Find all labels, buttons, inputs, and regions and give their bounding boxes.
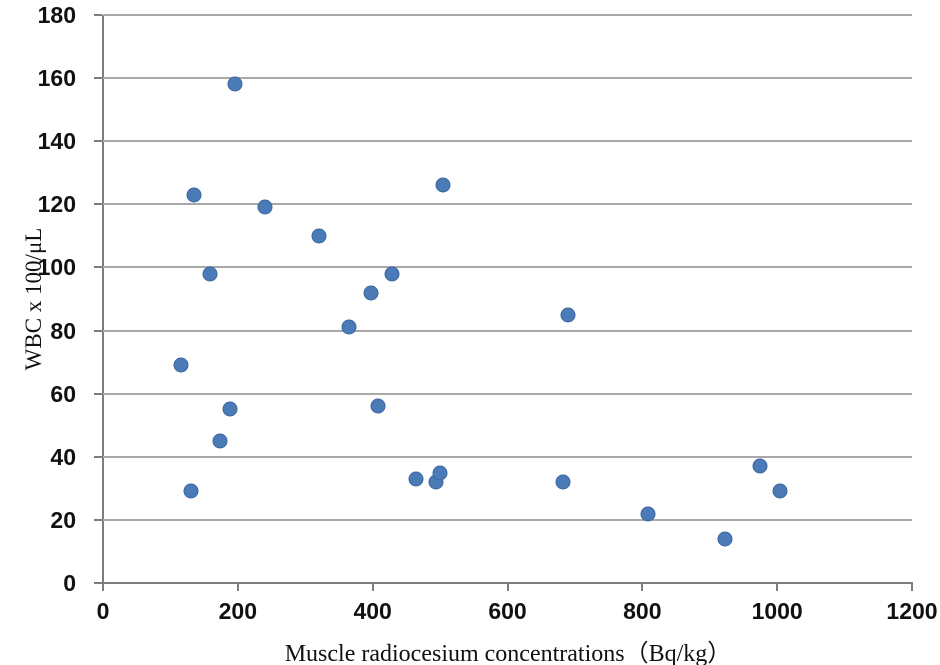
data-point (311, 228, 327, 244)
y-tick-label: 120 (37, 191, 76, 218)
y-tick-mark (94, 266, 102, 269)
y-tick-mark (94, 203, 102, 206)
y-tick-label: 60 (50, 380, 76, 407)
data-point (363, 285, 379, 301)
gridline (103, 518, 912, 521)
data-point (432, 465, 448, 481)
data-point (752, 458, 768, 474)
data-point (772, 483, 788, 499)
gridline (103, 266, 912, 269)
data-point (186, 187, 202, 203)
gridline (103, 329, 912, 332)
gridline (103, 392, 912, 395)
data-point (341, 319, 357, 335)
y-axis-title: WBC x 100/μL (21, 227, 46, 371)
y-tick-label: 20 (50, 506, 76, 533)
y-tick-mark (94, 392, 102, 395)
y-tick-mark (94, 77, 102, 80)
data-point (560, 307, 576, 323)
y-tick-mark (94, 329, 102, 332)
x-tick-label: 400 (353, 598, 392, 624)
y-tick-label: 0 (63, 570, 76, 596)
x-tick-label: 0 (96, 598, 110, 624)
x-tick-label: 800 (623, 598, 662, 624)
x-tick-label: 1000 (751, 598, 803, 624)
data-point (212, 433, 228, 449)
data-point (222, 401, 238, 417)
x-tick-mark (236, 584, 239, 591)
gridline (103, 140, 912, 143)
y-tick-label: 80 (50, 317, 76, 344)
x-tick-mark (911, 584, 913, 591)
x-tick-mark (102, 584, 104, 591)
y-tick-mark (94, 455, 102, 458)
data-point (227, 76, 243, 92)
x-tick-mark (371, 584, 374, 591)
x-tick-mark (506, 584, 509, 591)
data-point (408, 471, 424, 487)
data-point (173, 357, 189, 373)
y-tick-mark (94, 518, 102, 521)
plot-area (94, 14, 913, 591)
data-point (640, 506, 656, 522)
y-tick-mark (94, 582, 102, 584)
x-axis-line (102, 582, 913, 584)
y-tick-mark (94, 14, 102, 16)
gridline (103, 455, 912, 458)
data-point (717, 531, 733, 547)
data-point (435, 177, 451, 193)
y-tick-label: 180 (37, 2, 76, 28)
x-tick-mark (776, 584, 779, 591)
gridline (103, 203, 912, 206)
x-axis-title: Muscle radiocesium concentrations（Bq/kg） (284, 641, 732, 665)
y-tick-label: 160 (37, 65, 76, 92)
x-tick-label: 200 (218, 598, 258, 624)
y-tick-label: 140 (37, 128, 76, 155)
gridline (103, 77, 912, 80)
y-tick-label: 40 (50, 443, 76, 470)
data-point (370, 398, 386, 414)
data-point (384, 266, 400, 282)
y-tick-mark (94, 140, 102, 143)
data-point (202, 266, 218, 282)
y-tick-label: 100 (37, 254, 76, 281)
x-tick-label: 600 (488, 598, 527, 624)
data-point (555, 474, 571, 490)
data-point (183, 483, 199, 499)
y-axis-line (102, 15, 104, 590)
data-point (257, 199, 273, 215)
gridline (103, 14, 912, 16)
x-tick-mark (641, 584, 644, 591)
x-tick-label: 1200 (886, 598, 938, 624)
